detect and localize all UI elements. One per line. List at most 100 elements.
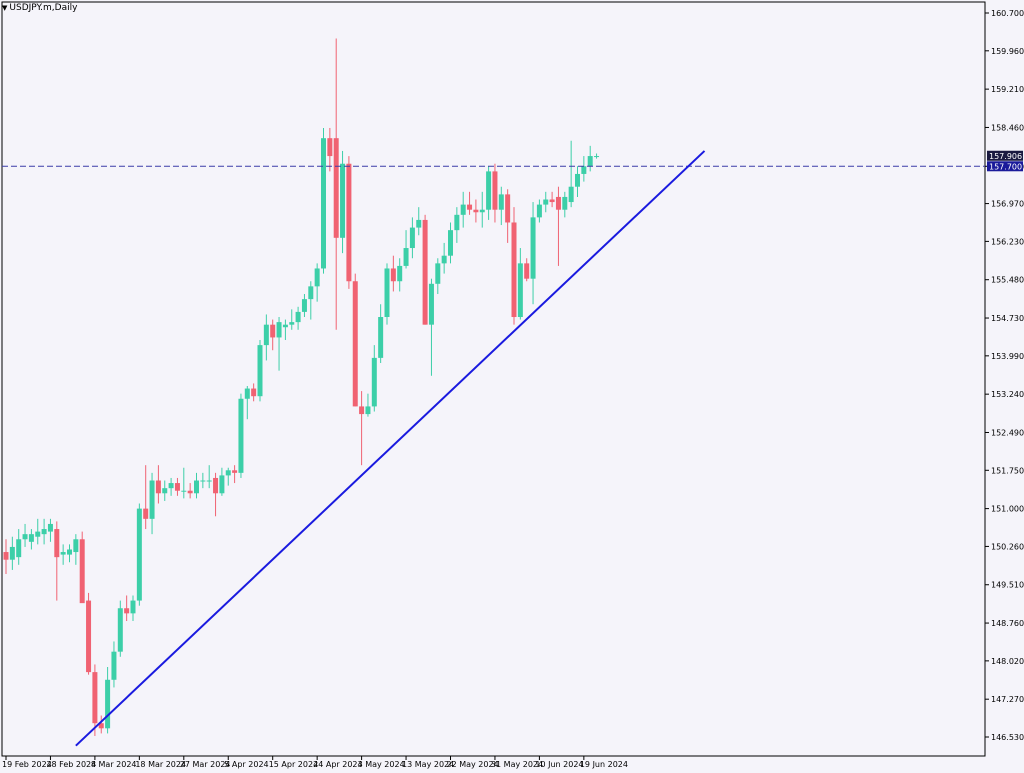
candle-bull xyxy=(295,311,301,323)
candle-bull xyxy=(47,523,53,532)
candle-bull xyxy=(263,324,269,346)
candle-bear xyxy=(390,268,396,282)
dropdown-triangle-icon[interactable]: ▼ xyxy=(2,4,8,12)
candle-bear xyxy=(327,138,333,157)
candle-bear xyxy=(213,477,219,494)
x-tick-label: 15 Apr 2024 xyxy=(269,760,318,769)
candle-bull xyxy=(428,283,434,325)
candle-bear xyxy=(524,263,530,279)
candle-bull xyxy=(454,214,460,231)
candle-bull xyxy=(105,679,111,729)
candle-bear xyxy=(511,222,517,318)
candle-bear xyxy=(492,171,498,210)
candle-bear xyxy=(232,470,238,473)
y-tick-label: 153.240 xyxy=(991,390,1024,399)
candle-bull xyxy=(219,475,225,494)
x-tick-label: 19 Jun 2024 xyxy=(580,760,628,769)
candle-bear xyxy=(555,196,561,210)
candle-bull xyxy=(16,539,22,558)
candle-bull xyxy=(28,534,34,542)
x-tick-label: 5 Apr 2024 xyxy=(224,760,268,769)
candle-bear xyxy=(3,552,9,560)
candle-bull xyxy=(321,138,326,269)
candle-bull xyxy=(206,480,212,482)
x-tick-label: 3 May 2024 xyxy=(358,760,405,769)
candle-bull xyxy=(384,268,390,318)
candle-bull xyxy=(130,600,136,614)
x-tick-label: 8 Mar 2024 xyxy=(91,760,137,769)
y-tick-label: 156.970 xyxy=(991,200,1024,209)
x-tick-label: 13 May 2024 xyxy=(402,760,454,769)
candle-bear xyxy=(155,480,161,494)
candle-bull xyxy=(581,166,587,174)
candle-bull xyxy=(67,549,72,555)
candle-bull xyxy=(365,406,371,415)
y-tick-label: 154.730 xyxy=(991,314,1024,323)
candle-bull xyxy=(301,299,307,312)
y-tick-label: 146.530 xyxy=(991,733,1024,742)
candle-bear xyxy=(549,199,555,203)
candle-bull xyxy=(517,263,523,318)
candle-bear xyxy=(422,219,428,325)
candle-bear xyxy=(467,204,473,210)
candle-bull xyxy=(435,263,441,284)
candle-bull xyxy=(257,345,263,397)
y-tick-label: 149.510 xyxy=(991,581,1024,590)
candle-bull xyxy=(498,194,504,210)
candle-bull xyxy=(181,490,187,492)
candle-bull xyxy=(397,265,403,282)
symbol-label: ▼ USDJPY.m,Daily xyxy=(2,3,77,13)
candles-group xyxy=(2,38,985,747)
candle-bull xyxy=(244,388,250,399)
candle-bull xyxy=(479,209,485,213)
x-tick-label: 10 Jun 2024 xyxy=(535,760,583,769)
candle-bear xyxy=(352,281,358,407)
x-tick-label: 24 Apr 2024 xyxy=(313,760,362,769)
y-tick-label: 153.990 xyxy=(991,352,1024,361)
candle-bull xyxy=(409,227,415,249)
candle-bull xyxy=(378,317,384,358)
candle-bear xyxy=(505,194,511,223)
x-tick-label: 19 Feb 2024 xyxy=(2,760,52,769)
candle-bear xyxy=(333,138,339,238)
candle-bull xyxy=(200,480,206,482)
candle-bear xyxy=(359,406,365,415)
trendline[interactable] xyxy=(75,150,706,747)
y-tick-label: 155.480 xyxy=(991,276,1024,285)
candle-bear xyxy=(124,608,130,614)
candle-bull xyxy=(22,534,28,540)
candle-bull xyxy=(460,204,466,215)
y-tick-label: 159.960 xyxy=(991,47,1024,56)
candle-bull xyxy=(35,531,41,537)
y-tick-label: 151.750 xyxy=(991,466,1024,475)
candle-bear xyxy=(92,672,98,724)
candle-bull xyxy=(168,483,174,489)
candle-bear xyxy=(86,600,92,673)
x-tick-label: 22 May 2024 xyxy=(447,760,499,769)
candle-bear xyxy=(98,723,104,729)
x-tick-label: 27 Mar 2024 xyxy=(180,760,231,769)
symbol-name: USDJPY.m,Daily xyxy=(9,3,78,13)
candle-bull xyxy=(276,322,282,338)
x-tick-label: 18 Mar 2024 xyxy=(135,760,186,769)
candle-bull xyxy=(562,196,568,210)
y-tick-label: 158.460 xyxy=(991,123,1024,132)
candle-bull xyxy=(536,204,542,218)
y-tick-label: 156.230 xyxy=(991,237,1024,246)
candle-bull xyxy=(136,508,142,601)
x-tick-label: 31 May 2024 xyxy=(491,760,543,769)
candle-bull xyxy=(568,186,574,203)
current-price-tag-bg xyxy=(987,150,1023,161)
candle-bull xyxy=(416,219,422,228)
candle-bull xyxy=(225,470,231,476)
plot-frame xyxy=(1,1,986,757)
candle-bull xyxy=(111,651,117,680)
candle-bull xyxy=(441,255,447,264)
candle-bull xyxy=(543,199,549,205)
candle-bear xyxy=(143,508,149,519)
candle-bear xyxy=(187,490,193,494)
candle-bear xyxy=(473,209,479,213)
candle-bull xyxy=(9,546,15,560)
